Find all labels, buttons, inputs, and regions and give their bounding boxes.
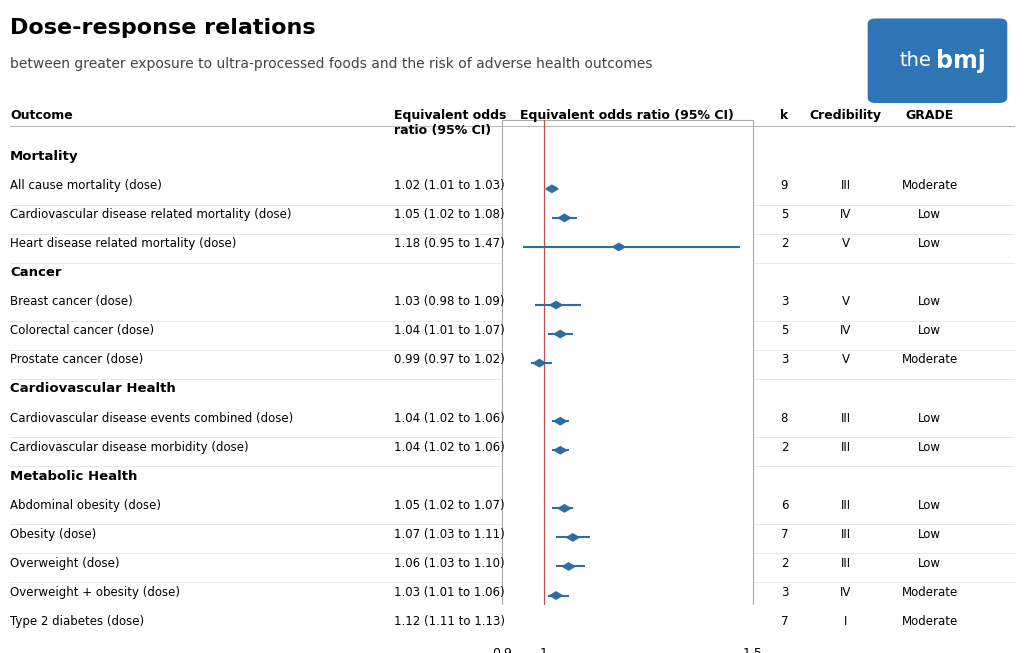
Text: 1.05 (1.02 to 1.08): 1.05 (1.02 to 1.08) [394,208,505,221]
Polygon shape [558,505,570,512]
Text: Cardiovascular disease related mortality (dose): Cardiovascular disease related mortality… [10,208,292,221]
Text: 1.04 (1.01 to 1.07): 1.04 (1.01 to 1.07) [394,325,505,338]
Text: 7: 7 [780,615,788,628]
Polygon shape [550,302,562,309]
Text: Moderate: Moderate [902,353,957,366]
Text: Overweight (dose): Overweight (dose) [10,557,120,570]
Text: III: III [841,528,851,541]
Text: Metabolic Health: Metabolic Health [10,470,137,483]
Text: Dose-response relations: Dose-response relations [10,18,315,38]
Text: between greater exposure to ultra-processed foods and the risk of adverse health: between greater exposure to ultra-proces… [10,57,652,71]
Polygon shape [546,185,558,193]
Text: Low: Low [919,499,941,512]
Text: I: I [844,615,848,628]
Text: 1.5: 1.5 [742,647,763,653]
Text: 5: 5 [780,325,788,338]
Text: 1.05 (1.02 to 1.07): 1.05 (1.02 to 1.07) [394,499,505,512]
Text: 3: 3 [780,586,788,599]
Text: V: V [842,353,850,366]
Polygon shape [566,534,579,541]
Text: 2: 2 [780,237,788,250]
Polygon shape [554,447,566,454]
Text: Heart disease related mortality (dose): Heart disease related mortality (dose) [10,237,237,250]
Text: Outcome: Outcome [10,109,73,122]
Text: 1.12 (1.11 to 1.13): 1.12 (1.11 to 1.13) [394,615,505,628]
FancyBboxPatch shape [868,19,1007,103]
Text: Breast cancer (dose): Breast cancer (dose) [10,295,133,308]
Text: k: k [780,109,788,122]
Text: Low: Low [919,411,941,424]
Text: IV: IV [840,586,852,599]
Text: Cancer: Cancer [10,266,61,279]
Text: V: V [842,295,850,308]
Text: 3: 3 [780,295,788,308]
Text: Low: Low [919,441,941,454]
Text: 3: 3 [780,353,788,366]
Text: Low: Low [919,557,941,570]
Polygon shape [558,214,570,221]
Text: Low: Low [919,325,941,338]
Bar [502,120,753,634]
Text: V: V [842,237,850,250]
Text: Moderate: Moderate [902,615,957,628]
Text: Type 2 diabetes (dose): Type 2 diabetes (dose) [10,615,144,628]
Text: 1.04 (1.02 to 1.06): 1.04 (1.02 to 1.06) [394,411,505,424]
Text: Low: Low [919,295,941,308]
Text: 1.04 (1.02 to 1.06): 1.04 (1.02 to 1.06) [394,441,505,454]
Text: 1.03 (0.98 to 1.09): 1.03 (0.98 to 1.09) [394,295,505,308]
Text: 0.9: 0.9 [492,647,512,653]
Text: 1.03 (1.01 to 1.06): 1.03 (1.01 to 1.06) [394,586,505,599]
Text: Abdominal obesity (dose): Abdominal obesity (dose) [10,499,161,512]
Text: bmj: bmj [936,49,985,72]
Text: Cardiovascular Health: Cardiovascular Health [10,383,176,396]
Text: Obesity (dose): Obesity (dose) [10,528,96,541]
Text: Low: Low [919,208,941,221]
Polygon shape [534,360,546,367]
Polygon shape [562,563,574,570]
Text: III: III [841,411,851,424]
Text: 2: 2 [780,557,788,570]
Text: 7: 7 [780,528,788,541]
Text: III: III [841,179,851,192]
Text: Credibility: Credibility [810,109,882,122]
Text: All cause mortality (dose): All cause mortality (dose) [10,179,162,192]
Text: Colorectal cancer (dose): Colorectal cancer (dose) [10,325,155,338]
Text: III: III [841,499,851,512]
Text: Moderate: Moderate [902,179,957,192]
Text: Cardiovascular disease morbidity (dose): Cardiovascular disease morbidity (dose) [10,441,249,454]
Text: the: the [900,51,932,71]
Text: 5: 5 [780,208,788,221]
Text: Moderate: Moderate [902,586,957,599]
Text: Mortality: Mortality [10,150,79,163]
Text: Cardiovascular disease events combined (dose): Cardiovascular disease events combined (… [10,411,294,424]
Text: 1.02 (1.01 to 1.03): 1.02 (1.01 to 1.03) [394,179,505,192]
Text: III: III [841,557,851,570]
Text: Overweight + obesity (dose): Overweight + obesity (dose) [10,586,180,599]
Polygon shape [550,592,562,599]
Text: 9: 9 [780,179,788,192]
Text: 6: 6 [780,499,788,512]
Text: 1.06 (1.03 to 1.10): 1.06 (1.03 to 1.10) [394,557,505,570]
Text: Low: Low [919,528,941,541]
Text: 1.07 (1.03 to 1.11): 1.07 (1.03 to 1.11) [394,528,505,541]
Polygon shape [554,330,566,338]
Text: GRADE: GRADE [905,109,954,122]
Text: Equivalent odds ratio (95% CI): Equivalent odds ratio (95% CI) [520,109,734,122]
Text: 1.18 (0.95 to 1.47): 1.18 (0.95 to 1.47) [394,237,505,250]
Text: Prostate cancer (dose): Prostate cancer (dose) [10,353,143,366]
Polygon shape [554,417,566,425]
Polygon shape [588,621,600,628]
Polygon shape [612,244,625,251]
Text: III: III [841,441,851,454]
Text: Low: Low [919,237,941,250]
Text: 1: 1 [540,647,548,653]
Text: Equivalent odds
ratio (95% CI): Equivalent odds ratio (95% CI) [394,109,507,137]
Text: IV: IV [840,208,852,221]
Text: IV: IV [840,325,852,338]
Text: 0.99 (0.97 to 1.02): 0.99 (0.97 to 1.02) [394,353,505,366]
Text: 8: 8 [780,411,788,424]
Text: 2: 2 [780,441,788,454]
